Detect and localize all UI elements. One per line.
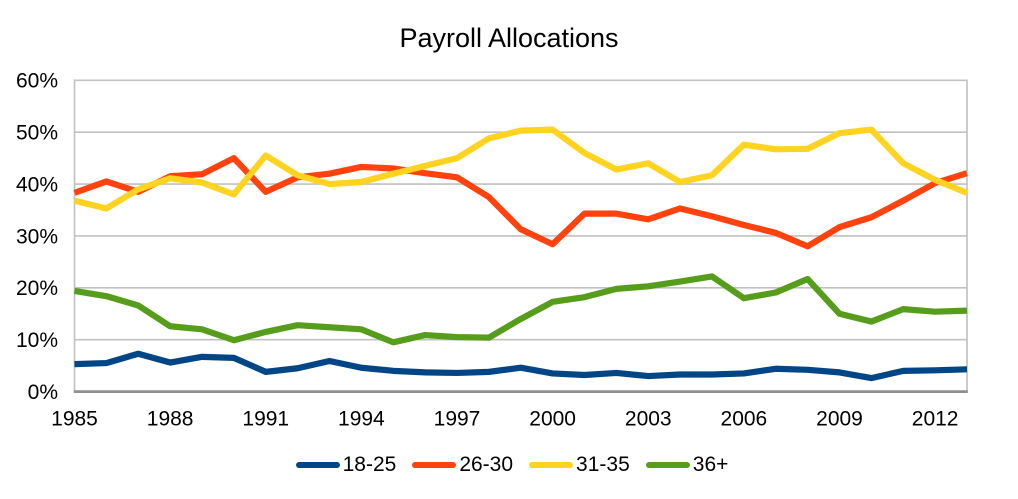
y-tick-label-40: 40% (16, 173, 58, 196)
legend-swatch-18-25 (295, 461, 340, 469)
y-tick-label-10: 10% (16, 329, 58, 352)
x-tick-label-1994: 1994 (338, 408, 385, 431)
x-tick-label-2012: 2012 (912, 408, 959, 431)
legend-item-31-35: 31-35 (529, 453, 630, 477)
y-tick-label-30: 30% (16, 225, 58, 248)
legend-label-18-25: 18-25 (342, 453, 397, 476)
legend-swatch-31-35 (529, 461, 574, 469)
x-tick-label-2009: 2009 (816, 408, 863, 431)
series-line-36+ (74, 273, 968, 346)
y-tick-label-20: 20% (16, 277, 58, 300)
series-line-31-35 (73, 126, 969, 212)
legend-label-26-30: 26-30 (459, 453, 514, 476)
chart-title: Payroll Allocations (399, 23, 619, 53)
x-tick-label-1997: 1997 (434, 408, 481, 431)
x-tick-label-1985: 1985 (51, 408, 98, 431)
x-tick-label-1991: 1991 (242, 408, 289, 431)
legend-label-31-35: 31-35 (576, 453, 630, 476)
legend-swatch-26-30 (412, 461, 457, 469)
legend: 18-25 26-30 31-35 36+ (3, 453, 1018, 477)
x-tick-label-2000: 2000 (529, 408, 576, 431)
legend-item-18-25: 18-25 (295, 453, 397, 477)
legend-item-26-30: 26-30 (412, 453, 513, 477)
x-tick-label-2006: 2006 (721, 408, 768, 431)
x-tick-label-1988: 1988 (147, 408, 194, 431)
y-tick-label-60: 60% (16, 70, 58, 93)
x-tick-label-2003: 2003 (625, 408, 672, 431)
y-tick-label-50: 50% (16, 122, 58, 145)
series-line-18-25 (74, 350, 968, 382)
legend-swatch-36+ (645, 461, 690, 469)
y-tick-label-0: 0% (28, 381, 58, 404)
legend-item-36+: 36+ (645, 453, 729, 477)
series-line-26-30 (73, 155, 968, 250)
legend-label-36+: 36+ (692, 453, 729, 476)
